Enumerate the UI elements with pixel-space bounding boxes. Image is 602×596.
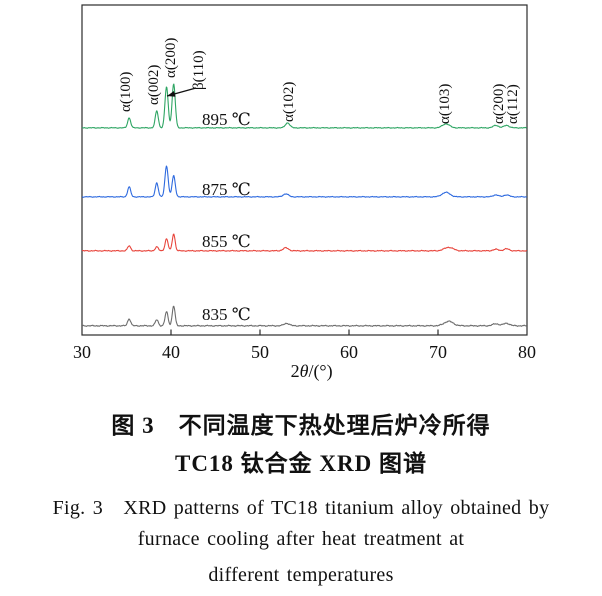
- x-tick-label: 30: [73, 342, 91, 362]
- peak-label: α(112): [505, 84, 521, 124]
- figure-caption-en-line3: different temperatures: [208, 564, 394, 586]
- beta-peak-arrow-head: [167, 90, 176, 97]
- peak-label: α(200): [491, 84, 507, 124]
- peak-label: α(100): [118, 72, 134, 112]
- figure-caption-en-line1: Fig. 3 XRD patterns of TC18 titanium all…: [52, 497, 550, 519]
- xrd-plot: 30 40 50 60 70 80 2θ/(°) 895 ℃ 875 ℃ 855 ℃ 835 ℃ α(…: [73, 4, 536, 382]
- x-tick-label: 40: [162, 342, 180, 362]
- peak-label: α(002): [146, 65, 162, 105]
- figure-caption-cn-line1: 图 3 不同温度下热处理后炉冷所得: [111, 413, 491, 438]
- series-label: 875 ℃: [202, 180, 251, 199]
- xrd-curve-895: [81, 83, 527, 129]
- x-axis-label: 2θ/(°): [291, 361, 333, 382]
- figure-caption-en-line2: furnace cooling after heat treatment at: [137, 528, 465, 550]
- series-label: 895 ℃: [202, 110, 251, 129]
- series-label: 835 ℃: [202, 305, 251, 324]
- peak-label: α(102): [281, 82, 297, 122]
- x-tick-label: 60: [340, 342, 358, 362]
- x-tick-label: 80: [518, 342, 536, 362]
- x-tick-label: 50: [251, 342, 269, 362]
- peak-label: α(103): [437, 84, 453, 124]
- series-label: 855 ℃: [202, 232, 251, 251]
- xrd-curve-855: [81, 233, 528, 252]
- xrd-curve-875: [81, 165, 528, 198]
- peak-label: α(200): [163, 38, 179, 78]
- xrd-curve-835: [81, 305, 528, 328]
- figure-caption-cn-line2: TC18 钛合金 XRD 图谱: [174, 451, 428, 476]
- plot-frame: [81, 4, 528, 336]
- peak-label: β(110): [191, 50, 207, 90]
- x-tick-label: 70: [429, 342, 447, 362]
